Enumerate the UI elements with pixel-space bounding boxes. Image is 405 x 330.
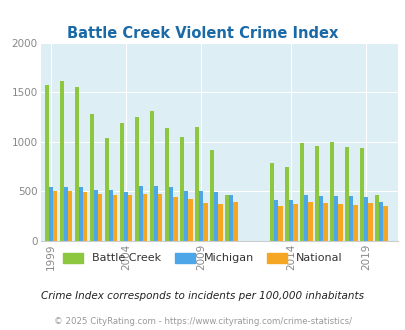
Bar (83, 192, 87, 241)
Bar (293, 204, 297, 241)
Bar (233, 202, 237, 241)
Bar (273, 200, 278, 241)
Bar (139, 186, 143, 241)
Legend: Battle Creek, Michigan, National: Battle Creek, Michigan, National (60, 249, 345, 267)
Bar (143, 194, 147, 241)
Bar (68, 191, 72, 241)
Bar (75, 87, 79, 241)
Bar (179, 137, 183, 241)
Bar (109, 190, 113, 241)
Text: © 2025 CityRating.com - https://www.cityrating.com/crime-statistics/: © 2025 CityRating.com - https://www.city… (54, 317, 351, 326)
Bar (318, 196, 323, 241)
Bar (128, 195, 132, 241)
Bar (183, 191, 188, 241)
Bar (53, 191, 57, 241)
Bar (158, 194, 162, 241)
Bar (209, 150, 213, 241)
Bar (314, 146, 318, 241)
Bar (368, 203, 372, 241)
Bar (119, 122, 124, 241)
Text: Battle Creek Violent Crime Index: Battle Creek Violent Crime Index (67, 26, 338, 41)
Bar (269, 163, 273, 241)
Bar (218, 204, 222, 241)
Bar (378, 202, 383, 241)
Bar (94, 190, 98, 241)
Bar (329, 142, 333, 241)
Bar (333, 196, 338, 241)
Bar (323, 203, 327, 241)
Bar (308, 202, 312, 241)
Bar (49, 187, 53, 241)
Bar (288, 200, 293, 241)
Bar (124, 192, 128, 241)
Bar (60, 81, 64, 241)
Bar (188, 199, 192, 241)
Bar (228, 195, 233, 241)
Bar (194, 127, 198, 241)
Bar (79, 187, 83, 241)
Bar (353, 205, 357, 241)
Bar (284, 167, 288, 241)
Bar (299, 143, 303, 241)
Bar (113, 195, 117, 241)
Bar (348, 196, 353, 241)
Bar (173, 197, 177, 241)
Bar (303, 195, 308, 241)
Bar (134, 117, 139, 241)
Bar (278, 206, 282, 241)
Bar (344, 147, 348, 241)
Bar (169, 187, 173, 241)
Bar (45, 85, 49, 241)
Text: Crime Index corresponds to incidents per 100,000 inhabitants: Crime Index corresponds to incidents per… (41, 291, 364, 301)
Bar (338, 204, 342, 241)
Bar (90, 114, 94, 241)
Bar (98, 194, 102, 241)
Bar (363, 197, 368, 241)
Bar (224, 195, 228, 241)
Bar (374, 195, 378, 241)
Bar (164, 127, 169, 241)
Bar (383, 206, 387, 241)
Bar (198, 191, 203, 241)
Bar (149, 111, 154, 241)
Bar (213, 192, 218, 241)
Bar (359, 148, 363, 241)
Bar (64, 187, 68, 241)
Bar (203, 203, 207, 241)
Bar (104, 138, 109, 241)
Bar (154, 186, 158, 241)
